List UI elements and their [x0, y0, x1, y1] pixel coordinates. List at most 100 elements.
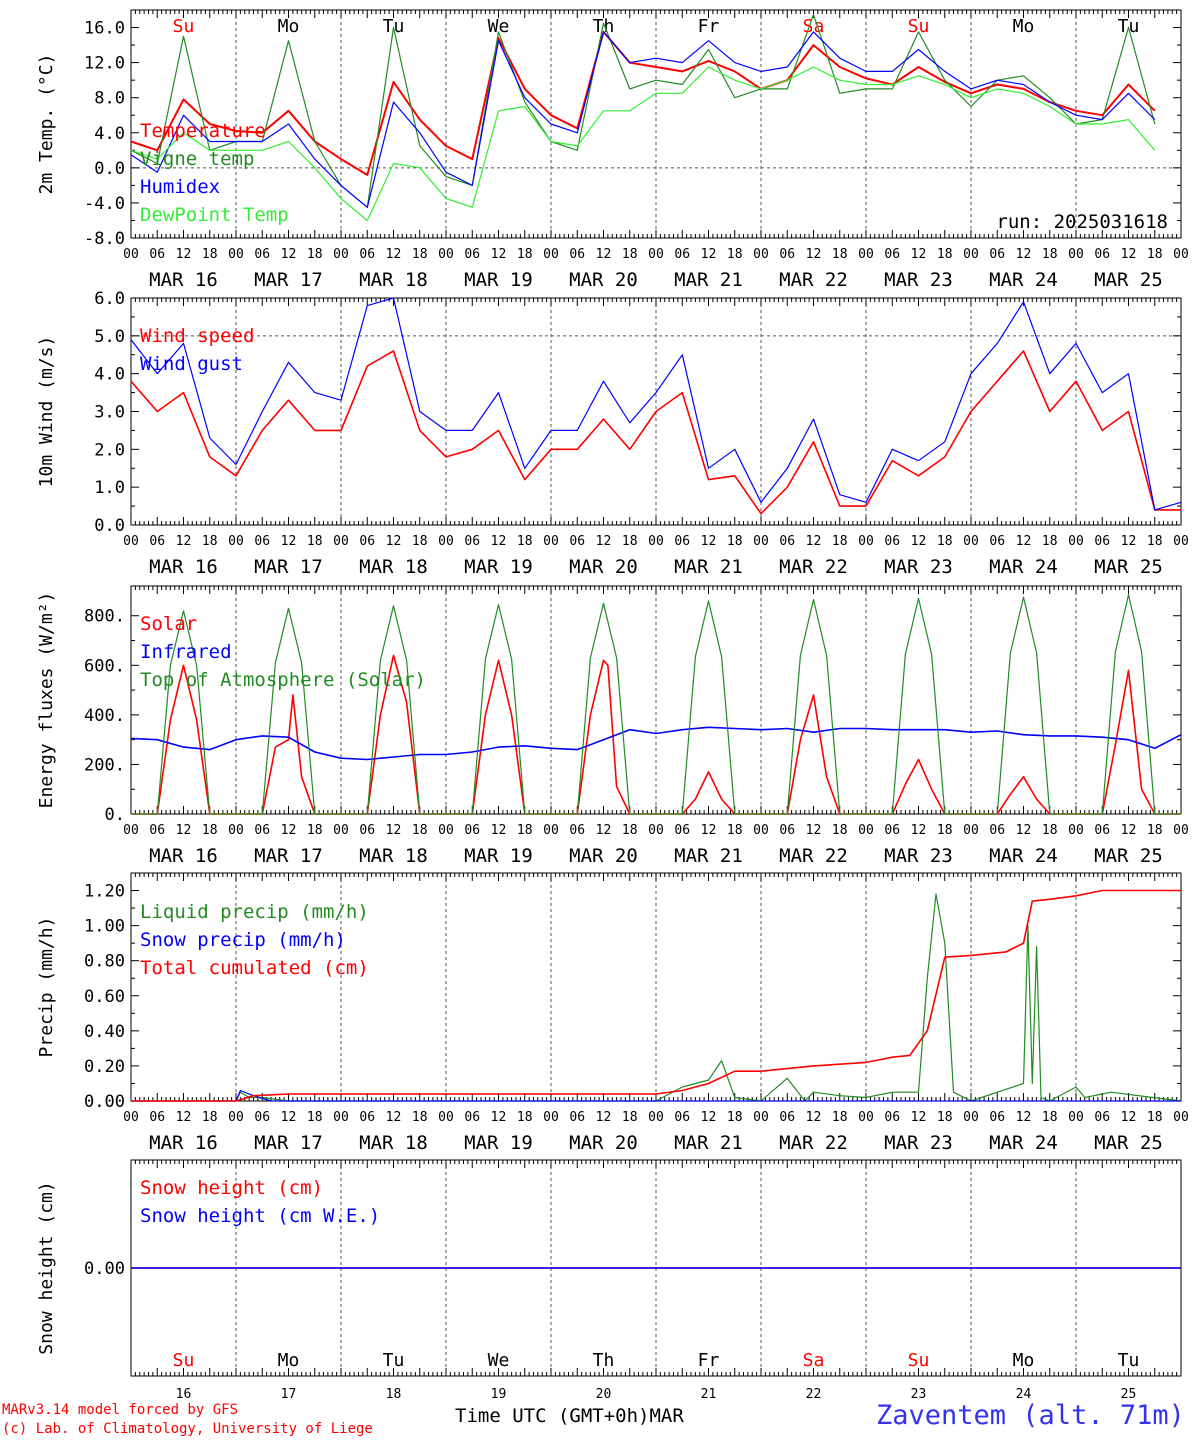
hour-label: 18 [1147, 247, 1163, 262]
hour-label: 06 [779, 823, 795, 838]
date-label: MAR 23 [884, 556, 953, 578]
hour-label: 12 [386, 1110, 402, 1125]
day-number: 18 [386, 1387, 402, 1402]
date-label: MAR 17 [254, 556, 323, 578]
hour-label: 06 [884, 247, 900, 262]
hour-label: 06 [779, 1110, 795, 1125]
day-abbrev: Tu [383, 1350, 405, 1371]
date-label: MAR 22 [779, 1132, 848, 1154]
date-label: MAR 19 [464, 556, 533, 578]
panel-2: 0.0 1.0 2.0 3.0 4.0 5.0 6.0 10m Wind (m/s) 00 06 1… [36, 289, 1189, 578]
hour-label: 18 [517, 534, 533, 549]
date-label: MAR 19 [464, 845, 533, 867]
hour-label: 06 [149, 1110, 165, 1125]
hour-label: 06 [149, 823, 165, 838]
day-abbrev: Mo [278, 16, 300, 37]
hour-label: 18 [727, 823, 743, 838]
hour-label: 12 [491, 823, 507, 838]
hour-label: 06 [674, 247, 690, 262]
hour-label: 00 [228, 1110, 244, 1125]
hour-label: 06 [674, 534, 690, 549]
panel-1: -8.0 -4.0 0.0 4.0 8.0 12.0 16.0 2m Temp. (°C) 00… [36, 9, 1189, 291]
date-label: MAR 23 [884, 269, 953, 291]
day-abbrev: Fr [698, 16, 720, 37]
series-line [131, 594, 1181, 815]
hour-label: 06 [149, 534, 165, 549]
hour-label: 12 [806, 1110, 822, 1125]
y-tick-label: 1.00 [84, 917, 125, 937]
hour-label: 18 [517, 247, 533, 262]
hour-label: 00 [1173, 823, 1189, 838]
hour-label: 12 [386, 247, 402, 262]
credit-line-2: (c) Lab. of Climatology, University of L… [2, 1421, 373, 1437]
hour-label: 12 [491, 247, 507, 262]
date-label: MAR 16 [149, 556, 218, 578]
hour-label: 00 [648, 823, 664, 838]
hour-label: 06 [464, 823, 480, 838]
date-label: MAR 16 [149, 845, 218, 867]
date-label: MAR 20 [569, 1132, 638, 1154]
legend-entry: Vigne temp [140, 148, 254, 170]
hour-label: 12 [176, 1110, 192, 1125]
hour-label: 18 [832, 823, 848, 838]
hour-label: 00 [228, 534, 244, 549]
hour-label: 06 [884, 1110, 900, 1125]
hour-label: 12 [701, 247, 717, 262]
hour-label: 06 [149, 247, 165, 262]
hour-label: 18 [412, 823, 428, 838]
y-tick-label: 400. [84, 706, 125, 726]
hour-label: 00 [438, 534, 454, 549]
panel-3: 0. 200. 400. 600. 800. Energy fluxes (W/m²) 00… [36, 585, 1189, 867]
hour-label: 12 [596, 247, 612, 262]
hour-label: 06 [674, 823, 690, 838]
hour-label: 18 [622, 247, 638, 262]
hour-label: 18 [727, 1110, 743, 1125]
date-label: MAR 18 [359, 269, 428, 291]
hour-label: 06 [254, 1110, 270, 1125]
hour-label: 12 [176, 534, 192, 549]
hour-label: 00 [123, 823, 139, 838]
y-tick-label: 8.0 [94, 89, 125, 109]
day-abbrev: Fr [698, 1350, 720, 1371]
hour-label: 00 [123, 534, 139, 549]
hour-label: 00 [333, 823, 349, 838]
hour-label: 00 [1173, 534, 1189, 549]
legend-entry: Humidex [140, 176, 220, 198]
series-line [131, 893, 1182, 1102]
hour-label: 12 [1016, 247, 1032, 262]
hour-label: 06 [464, 247, 480, 262]
hour-label: 06 [464, 534, 480, 549]
date-label: MAR 17 [254, 269, 323, 291]
date-label: MAR 24 [989, 845, 1058, 867]
hour-label: 18 [1147, 1110, 1163, 1125]
legend-entry: DewPoint Temp [140, 204, 289, 226]
date-label: MAR 23 [884, 845, 953, 867]
hour-label: 00 [963, 1110, 979, 1125]
legend-entry: Snow height (cm) [140, 1177, 323, 1199]
hour-label: 18 [937, 823, 953, 838]
hour-label: 00 [438, 1110, 454, 1125]
hour-label: 12 [1121, 534, 1137, 549]
hour-label: 00 [1068, 823, 1084, 838]
hour-label: 00 [333, 1110, 349, 1125]
date-label: MAR 21 [674, 269, 743, 291]
series-line [130, 297, 1182, 511]
hour-label: 18 [202, 823, 218, 838]
y-tick-label: 0.60 [84, 987, 125, 1007]
hour-label: 12 [281, 823, 297, 838]
day-abbrev: Mo [1013, 16, 1035, 37]
day-abbrev: Th [593, 16, 615, 37]
hour-label: 18 [202, 247, 218, 262]
y-axis-title: Snow height (cm) [36, 1181, 57, 1354]
hour-label: 00 [1173, 247, 1189, 262]
y-tick-label: 0.20 [84, 1057, 125, 1077]
hour-label: 18 [622, 1110, 638, 1125]
hour-label: 06 [569, 1110, 585, 1125]
date-label: MAR 18 [359, 1132, 428, 1154]
y-tick-label: 12.0 [84, 54, 125, 74]
hour-label: 12 [911, 247, 927, 262]
hour-label: 00 [333, 534, 349, 549]
legend-entry: Liquid precip (mm/h) [140, 901, 369, 923]
date-label: MAR 23 [884, 1132, 953, 1154]
hour-label: 00 [1068, 1110, 1084, 1125]
